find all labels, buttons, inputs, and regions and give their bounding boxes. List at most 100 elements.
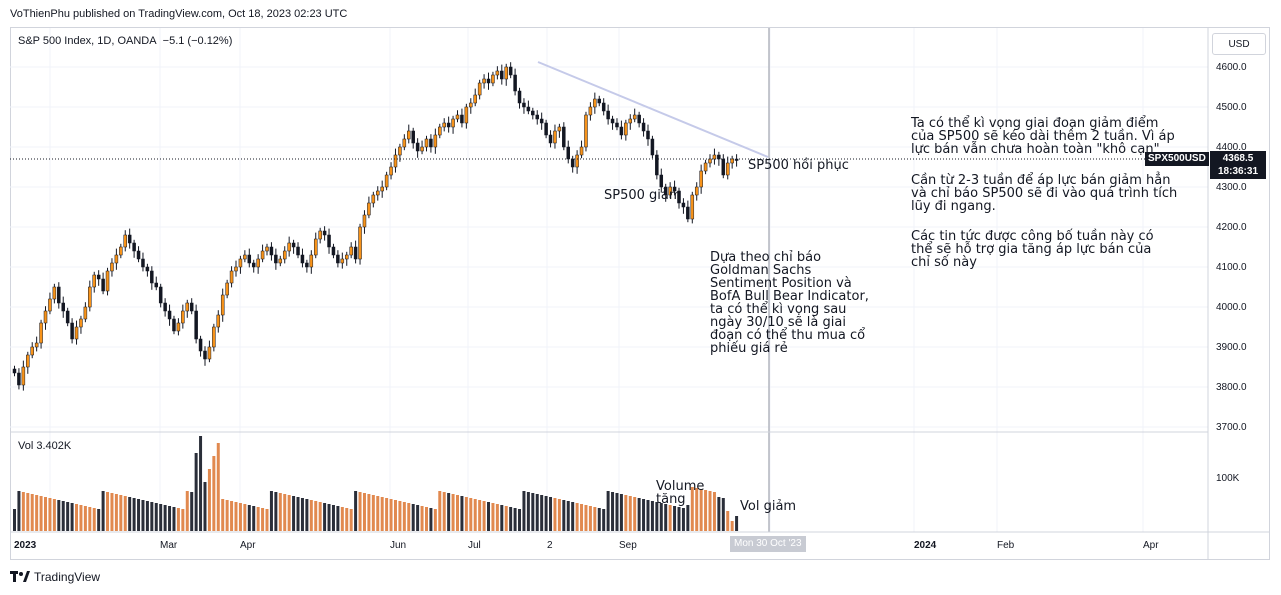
volume-bar <box>402 502 406 531</box>
candle <box>92 274 96 288</box>
candle <box>309 254 314 268</box>
candle <box>349 246 353 256</box>
candle <box>407 130 411 140</box>
candle <box>535 114 539 120</box>
candle <box>655 154 659 176</box>
candle <box>486 78 491 84</box>
volume-bar <box>21 492 25 531</box>
candle <box>526 106 531 112</box>
candle <box>327 234 331 248</box>
candle <box>136 250 141 260</box>
candle <box>451 118 455 128</box>
candle <box>123 234 127 248</box>
volume-bar <box>354 491 358 531</box>
volume-bar <box>429 508 433 531</box>
volume-bar <box>261 508 265 531</box>
volume-bar <box>464 497 468 531</box>
volume-bar <box>92 508 96 531</box>
volume-bar <box>659 503 663 531</box>
candle <box>189 302 194 312</box>
candle <box>433 134 438 148</box>
candle <box>384 174 389 188</box>
volume-bar <box>234 502 238 531</box>
currency-button[interactable]: USD <box>1212 33 1266 55</box>
volume-bar <box>141 500 145 531</box>
candle <box>83 306 88 320</box>
volume-bar <box>159 504 163 531</box>
volume-bar <box>114 494 118 531</box>
volume-bar <box>154 503 158 531</box>
candle <box>198 338 203 352</box>
volume-bar <box>119 495 123 531</box>
candle <box>672 186 677 192</box>
x-tick: Sep <box>619 540 637 551</box>
candle <box>43 310 48 324</box>
tradingview-logo[interactable]: TradingView <box>10 570 100 584</box>
candle <box>282 250 287 260</box>
x-tick: Jul <box>468 540 481 551</box>
volume-legend: Vol 3.402K <box>18 440 72 452</box>
annotation-sp-recover: SP500 hồi phục <box>748 158 849 173</box>
volume-bar <box>433 509 437 531</box>
candle <box>584 114 588 148</box>
volume-bar <box>336 506 340 531</box>
volume-bar <box>398 501 402 531</box>
volume-bar <box>588 506 592 531</box>
candle <box>17 372 21 386</box>
volume-bar <box>203 482 207 531</box>
volume-bar <box>52 499 56 531</box>
volume-bar <box>345 508 349 531</box>
candle <box>12 368 17 374</box>
candle <box>562 126 566 148</box>
volume-bar <box>411 504 415 531</box>
candle <box>641 122 646 132</box>
volume-bar <box>628 496 632 531</box>
volume-bar <box>509 507 513 531</box>
candle <box>287 242 291 252</box>
volume-bar <box>88 507 92 531</box>
volume-bar <box>646 500 650 531</box>
volume-bar <box>580 504 584 531</box>
candle <box>624 122 628 136</box>
candle <box>110 262 114 272</box>
candle <box>593 98 597 108</box>
candle <box>411 130 415 144</box>
x-tick: 2023 <box>14 540 37 551</box>
candle <box>176 322 181 332</box>
candle <box>21 366 26 386</box>
volume-bar <box>522 491 526 531</box>
volume-bar <box>35 495 39 531</box>
candle <box>247 254 252 264</box>
candle <box>34 342 39 348</box>
candle <box>575 154 579 168</box>
candle <box>469 102 473 108</box>
volume-bar <box>544 496 548 531</box>
candle <box>158 286 163 304</box>
candle <box>336 254 340 264</box>
volume-bar <box>717 497 721 531</box>
candle <box>322 230 327 236</box>
volume-bar <box>726 511 730 531</box>
candle <box>340 258 345 264</box>
candle <box>619 126 624 136</box>
volume-bar <box>690 487 694 531</box>
volume-bar <box>132 498 136 531</box>
volume-bar <box>97 509 101 531</box>
symbol-legend: S&P 500 Index, 1D, OANDA −5.1 (−0.12%) <box>18 35 235 47</box>
y-tick: 4300.0 <box>1216 182 1247 193</box>
x-tick: 2024 <box>914 540 937 551</box>
volume-bar <box>75 504 79 531</box>
volume-bar <box>61 501 65 531</box>
volume-bar <box>664 504 668 531</box>
volume-bar <box>292 496 296 531</box>
volume-bar <box>79 505 83 531</box>
candle <box>442 122 446 128</box>
candle <box>690 194 695 220</box>
publisher-line: VoThienPhu published on TradingView.com,… <box>10 8 348 20</box>
volume-bar <box>172 507 176 531</box>
candle <box>415 142 420 152</box>
candle <box>570 158 575 168</box>
volume-bar <box>500 505 504 531</box>
volume-bar <box>473 499 477 531</box>
